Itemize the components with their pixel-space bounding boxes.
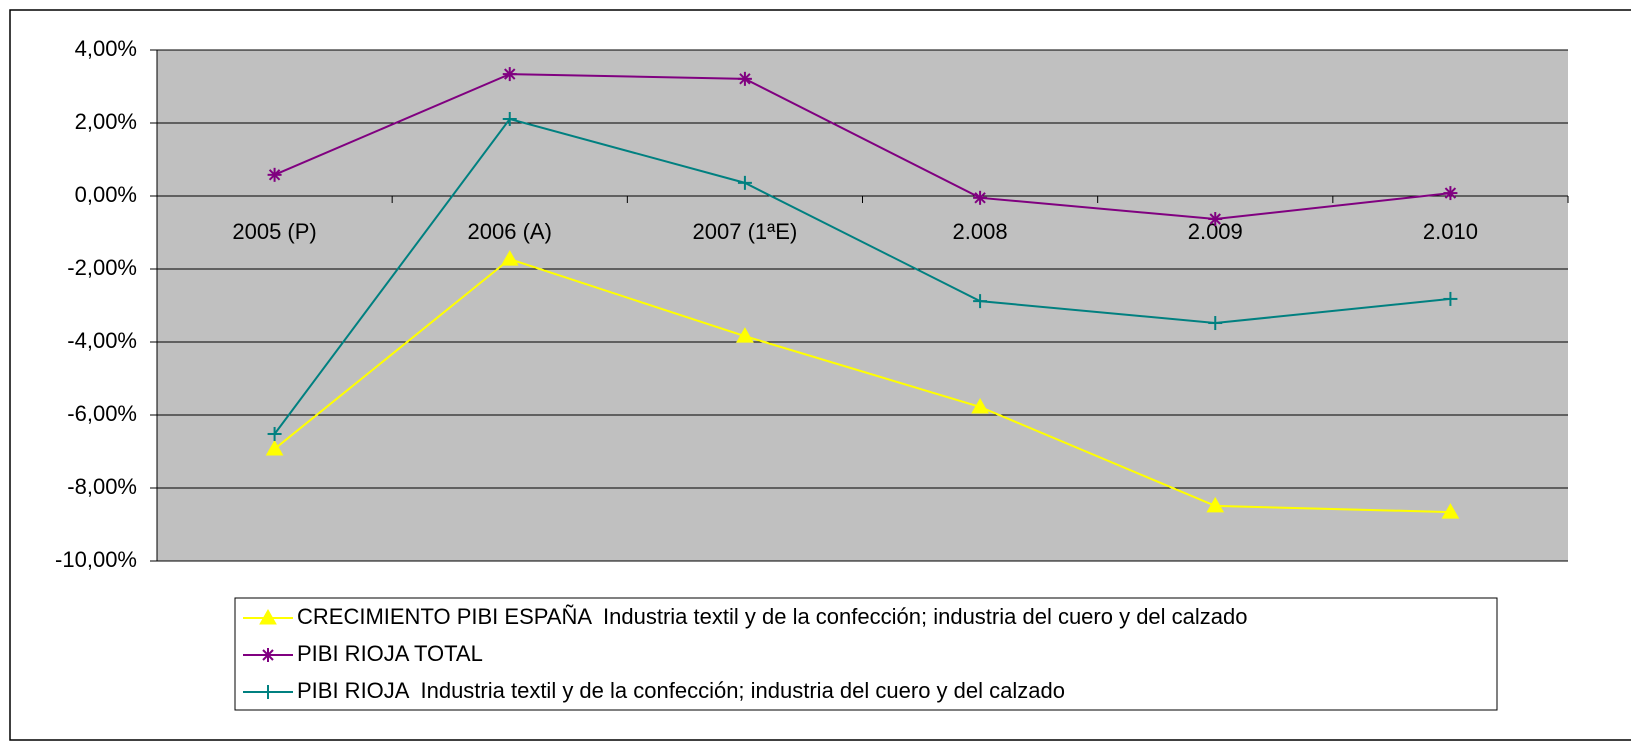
y-tick-label: -10,00%: [55, 547, 137, 572]
x-tick-label: 2007 (1ªE): [693, 219, 798, 244]
marker: [1206, 496, 1225, 513]
y-tick-label: -2,00%: [67, 255, 137, 280]
x-tick-label: 2006 (A): [468, 219, 552, 244]
legend-label: CRECIMIENTO PIBI ESPAÑA Industria textil…: [297, 604, 1248, 629]
x-tick-label: 2005 (P): [232, 219, 316, 244]
marker: [502, 67, 517, 82]
marker: [973, 190, 988, 205]
plot-background: [157, 50, 1568, 561]
y-tick-label: -6,00%: [67, 401, 137, 426]
marker: [971, 397, 989, 414]
y-tick-label: 0,00%: [75, 182, 137, 207]
marker: [259, 608, 277, 625]
y-tick-label: -4,00%: [67, 328, 137, 353]
y-tick-label: 4,00%: [75, 36, 137, 61]
marker-stroke: [1209, 213, 1221, 225]
series-line: [273, 258, 1451, 514]
marker: [261, 648, 275, 662]
x-tick-label: 2.008: [953, 219, 1008, 244]
marker: [737, 71, 752, 86]
x-tick-label: 2.010: [1423, 219, 1478, 244]
marker-stroke: [268, 169, 281, 181]
legend-label: PIBI RIOJA TOTAL: [297, 641, 483, 666]
marker: [267, 426, 282, 441]
marker: [736, 327, 754, 343]
marker: [737, 175, 752, 190]
marker-stroke: [262, 649, 274, 661]
series-line: [273, 117, 1451, 435]
marker: [973, 294, 988, 309]
legend-label: PIBI RIOJA Industria textil y de la conf…: [297, 678, 1065, 703]
marker: [1208, 211, 1223, 226]
marker-stroke: [1444, 187, 1457, 199]
y-tick-label: 2,00%: [75, 109, 137, 134]
marker-stroke: [739, 73, 751, 85]
marker: [1443, 186, 1458, 201]
marker: [1208, 316, 1223, 331]
marker: [265, 439, 284, 456]
legend: [234, 597, 1498, 711]
y-tick-label: -8,00%: [67, 474, 137, 499]
marker: [502, 111, 517, 126]
marker: [1443, 291, 1458, 306]
marker: [500, 250, 519, 266]
chart-frame: [9, 9, 1631, 741]
marker-stroke: [504, 68, 516, 80]
marker: [267, 167, 282, 182]
marker: [1441, 503, 1460, 519]
marker: [261, 685, 275, 699]
marker-stroke: [974, 192, 986, 204]
series-line: [274, 73, 1451, 220]
